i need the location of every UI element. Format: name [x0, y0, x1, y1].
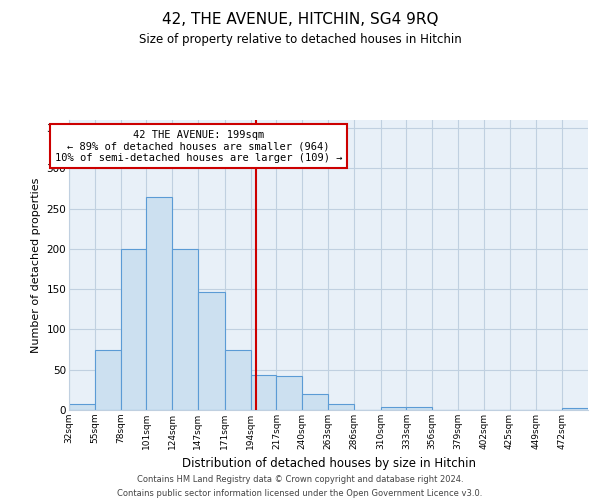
- Bar: [146, 196, 172, 410]
- Bar: [225, 350, 251, 410]
- Bar: [406, 407, 432, 410]
- Y-axis label: Number of detached properties: Number of detached properties: [31, 178, 41, 352]
- Bar: [198, 292, 225, 410]
- Bar: [172, 249, 198, 410]
- Bar: [302, 394, 328, 410]
- Bar: [277, 376, 302, 410]
- Text: Contains HM Land Registry data © Crown copyright and database right 2024.
Contai: Contains HM Land Registry data © Crown c…: [118, 476, 482, 498]
- Text: 42 THE AVENUE: 199sqm
← 89% of detached houses are smaller (964)
10% of semi-det: 42 THE AVENUE: 199sqm ← 89% of detached …: [55, 130, 342, 163]
- Bar: [328, 404, 354, 410]
- X-axis label: Distribution of detached houses by size in Hitchin: Distribution of detached houses by size …: [182, 458, 476, 470]
- Bar: [95, 350, 121, 410]
- Bar: [562, 408, 588, 410]
- Bar: [251, 376, 277, 410]
- Bar: [380, 407, 406, 410]
- Bar: [121, 249, 146, 410]
- Text: Size of property relative to detached houses in Hitchin: Size of property relative to detached ho…: [139, 32, 461, 46]
- Text: 42, THE AVENUE, HITCHIN, SG4 9RQ: 42, THE AVENUE, HITCHIN, SG4 9RQ: [162, 12, 438, 28]
- Bar: [69, 404, 95, 410]
